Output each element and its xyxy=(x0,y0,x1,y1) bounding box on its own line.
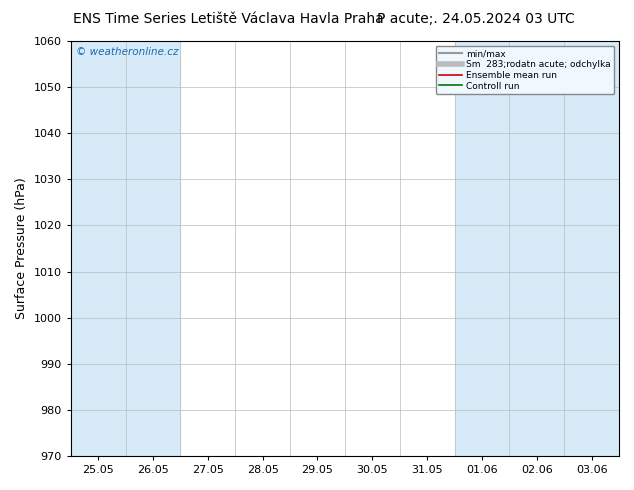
Bar xyxy=(71,41,126,456)
Bar xyxy=(509,41,564,456)
Y-axis label: Surface Pressure (hPa): Surface Pressure (hPa) xyxy=(15,178,28,319)
Text: © weatheronline.cz: © weatheronline.cz xyxy=(76,47,179,57)
Text: ENS Time Series Letiště Václava Havla Praha: ENS Time Series Letiště Václava Havla Pr… xyxy=(73,12,384,26)
Text: P acute;. 24.05.2024 03 UTC: P acute;. 24.05.2024 03 UTC xyxy=(377,12,574,26)
Bar xyxy=(126,41,180,456)
Bar xyxy=(455,41,509,456)
Bar xyxy=(564,41,619,456)
Legend: min/max, Sm  283;rodatn acute; odchylka, Ensemble mean run, Controll run: min/max, Sm 283;rodatn acute; odchylka, … xyxy=(436,46,614,94)
